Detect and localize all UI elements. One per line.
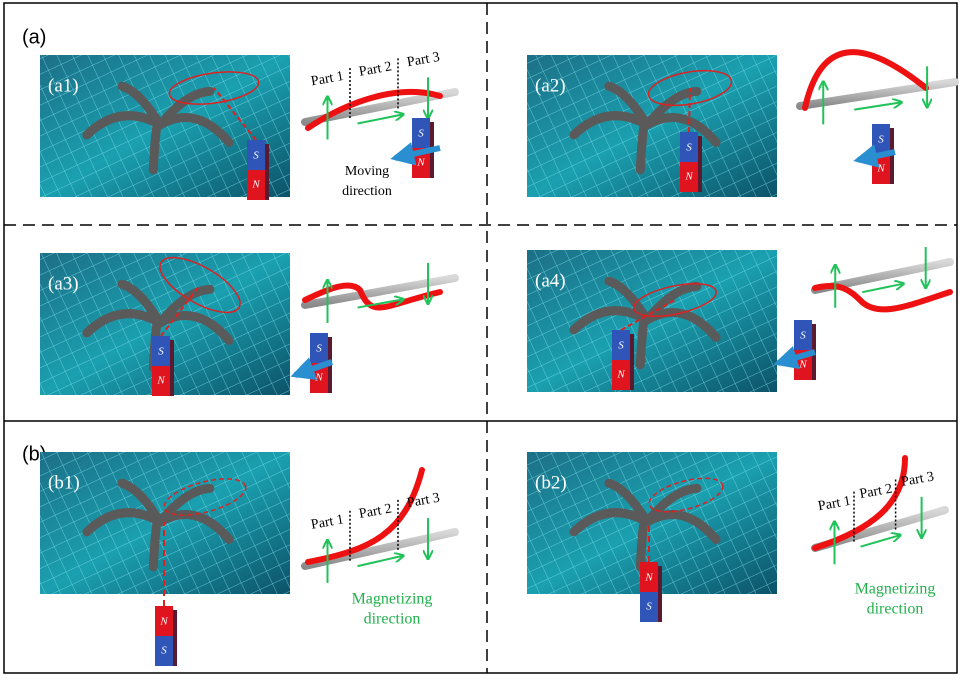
arrow: [854, 102, 901, 109]
magnet-pole: S: [800, 330, 806, 342]
magnet-pole: S: [161, 645, 167, 657]
panel-label: (a4): [535, 270, 566, 291]
panel: (a4) S N S N: [527, 247, 950, 392]
magnet-pole: S: [646, 601, 652, 613]
panel: (a2) S N S N: [527, 52, 955, 197]
arrow: [358, 115, 403, 124]
panel-label: (a2): [535, 75, 566, 96]
magnet-pole: N: [644, 572, 653, 584]
panel-label: (b2): [535, 472, 567, 493]
magnet-pole: S: [686, 142, 692, 154]
arrow: [862, 284, 903, 292]
magnet-pole: N: [314, 372, 323, 384]
section-label: (a): [22, 26, 46, 48]
magnet-pole: S: [878, 134, 884, 146]
part-label: Part 2: [358, 501, 393, 522]
magnet-pole: N: [876, 163, 885, 175]
magnet-pole: N: [156, 375, 165, 387]
caption: direction: [364, 611, 421, 628]
arrow: [358, 556, 403, 566]
magnet-pole: S: [253, 150, 259, 162]
magnet-pole: S: [316, 343, 322, 355]
magnet-pole: N: [159, 616, 168, 628]
panel-label: (b1): [48, 472, 80, 493]
magnet-pole: S: [618, 340, 624, 352]
magnet-pole: N: [416, 157, 425, 169]
caption: direction: [342, 184, 392, 199]
part-label: Part 1: [310, 69, 345, 90]
magnet-pole: N: [798, 359, 807, 371]
part-label: Part 1: [310, 512, 345, 533]
caption: Magnetizing: [352, 591, 433, 608]
panel: (a3) S N S N: [40, 247, 455, 396]
part-label: Part 1: [817, 494, 852, 515]
caption: Moving: [345, 164, 389, 179]
part-label: Part 2: [358, 59, 393, 80]
caption: direction: [867, 601, 924, 618]
panel-label: (a3): [48, 273, 79, 294]
page: {"labels": {"a": "(a)", "b": "(b)"}, "pa…: [0, 0, 961, 674]
part-label: Part 3: [406, 50, 441, 71]
panel-label: (a1): [48, 75, 79, 96]
magnet-pole: S: [418, 128, 424, 140]
magnet-pole: N: [616, 369, 625, 381]
part-label: Part 2: [858, 482, 893, 503]
figure: (a) (b) (a1)Part 1Part 2Part 3SNSNMoving…: [0, 0, 961, 674]
magnet-pole: S: [158, 346, 164, 358]
magnet-pole: N: [251, 179, 260, 191]
caption: Magnetizing: [855, 581, 936, 598]
magnet-pole: N: [684, 171, 693, 183]
panel: (a1) Part 1 Part 2 Part 3 S N S N Moving directio…: [40, 50, 455, 200]
